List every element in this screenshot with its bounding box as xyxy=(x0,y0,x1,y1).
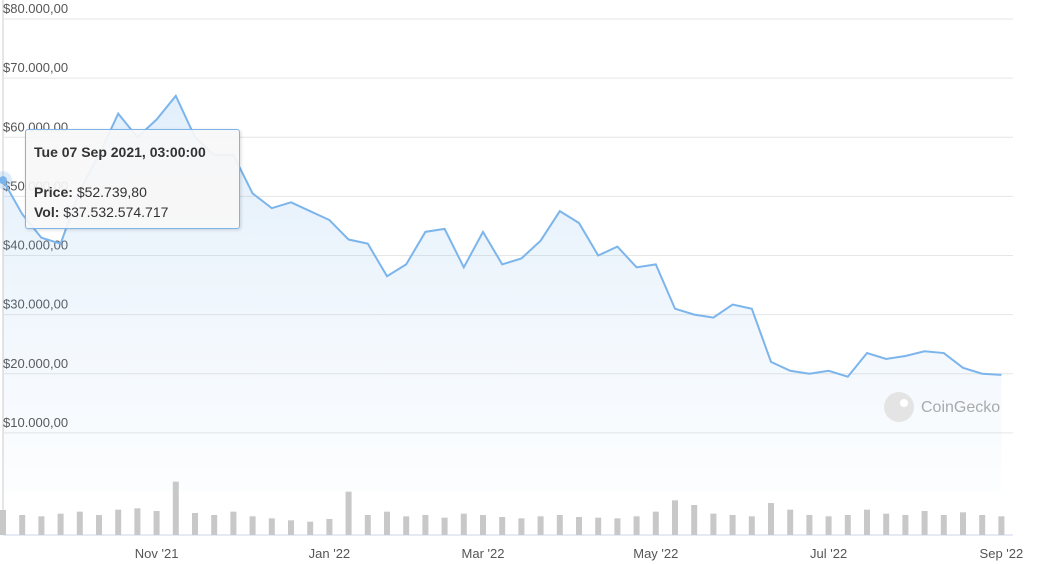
volume-bar xyxy=(192,513,198,535)
volume-bar xyxy=(403,516,410,535)
volume-bar xyxy=(480,515,486,535)
volume-bar xyxy=(76,511,83,535)
volume-bar xyxy=(38,516,45,535)
volume-bar xyxy=(288,520,294,535)
volume-bar xyxy=(326,519,333,535)
y-tick-label: $80.000,00 xyxy=(3,1,68,16)
watermark: CoinGecko xyxy=(884,392,1000,422)
volume-bar xyxy=(652,511,659,535)
volume-bar xyxy=(748,516,755,535)
volume-bar xyxy=(614,518,621,535)
volume-bar xyxy=(902,515,909,535)
x-tick-label: Sep '22 xyxy=(980,546,1024,561)
volume-bar xyxy=(518,518,525,535)
volume-bar xyxy=(364,515,371,535)
volume-bar xyxy=(576,517,582,535)
watermark-text: CoinGecko xyxy=(921,399,1000,416)
volume-bar xyxy=(691,505,698,535)
volume-bar xyxy=(672,500,678,535)
volume-bar xyxy=(998,516,1005,535)
area xyxy=(3,95,1002,493)
volume-bar xyxy=(595,517,602,535)
volume-bar xyxy=(844,515,851,535)
volume-bar xyxy=(537,516,544,535)
volume-bar xyxy=(249,516,256,535)
x-tick-label: Mar '22 xyxy=(462,546,505,561)
volume-bar xyxy=(921,511,928,535)
x-tick-label: May '22 xyxy=(633,546,678,561)
volume-bar xyxy=(307,521,314,535)
volume-bar xyxy=(96,515,102,535)
hover-point xyxy=(0,176,7,185)
tooltip-date: Tue 07 Sep 2021, 03:00:00 xyxy=(34,144,206,160)
volume-bar xyxy=(460,513,467,535)
tooltip-value: $52.739,80 xyxy=(76,184,147,200)
tooltip-value: $37.532.574.717 xyxy=(63,204,169,220)
x-tick-label: Jul '22 xyxy=(810,546,847,561)
volume-bar xyxy=(57,513,64,535)
volume-bar xyxy=(825,516,832,535)
volume-bar xyxy=(134,508,141,535)
volume-bar xyxy=(499,517,506,535)
volume-bar xyxy=(153,511,160,535)
price-line xyxy=(2,93,1002,378)
tooltip: Tue 07 Sep 2021, 03:00:00 Price: $52.739… xyxy=(25,129,240,229)
y-tick-label: $70.000,00 xyxy=(3,60,68,75)
tooltip-label: Price: xyxy=(34,184,73,200)
volume-bar xyxy=(556,515,563,535)
volume-bar xyxy=(19,515,26,535)
volume-bar xyxy=(979,515,986,535)
x-tick-label: Nov '21 xyxy=(135,546,179,561)
volume-bar xyxy=(115,509,122,535)
volume-bar xyxy=(172,481,179,535)
volume-bar xyxy=(230,511,237,535)
volume-bar xyxy=(864,509,870,535)
volume-bar xyxy=(441,517,448,535)
volume-bar xyxy=(960,512,966,535)
volume-bar xyxy=(422,515,429,535)
volume-bar xyxy=(787,509,794,535)
volume-bar xyxy=(211,515,218,535)
volume-bar xyxy=(883,513,890,535)
volume-bar xyxy=(710,513,717,535)
volume-bar xyxy=(633,516,640,535)
volume-bar xyxy=(768,503,774,535)
x-tick-label: Jan '22 xyxy=(309,546,351,561)
volume-bar xyxy=(806,515,813,535)
volume-bar xyxy=(268,518,275,535)
volume-bar xyxy=(729,515,736,535)
volume-bar xyxy=(345,491,352,535)
volume-bar xyxy=(384,511,390,535)
volume-bar xyxy=(0,509,6,535)
tooltip-label: Vol: xyxy=(34,204,60,220)
volume-bar xyxy=(940,515,947,535)
